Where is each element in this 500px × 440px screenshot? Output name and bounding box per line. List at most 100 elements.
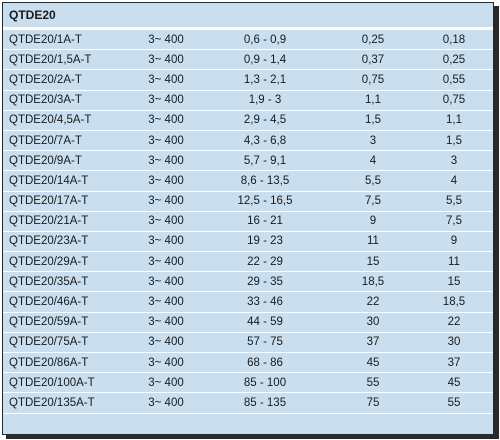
power-alt-cell: 30 bbox=[447, 336, 461, 349]
voltage-cell: 3~ 400 bbox=[148, 195, 184, 208]
voltage-cell: 3~ 400 bbox=[148, 154, 184, 167]
model-cell: QTDE20/35A-T bbox=[9, 275, 89, 288]
table-row: QTDE20/2A-T 3~ 400 1,3 - 2,1 0,75 0,55 bbox=[3, 70, 493, 91]
table-row: QTDE20/17A-T 3~ 400 12,5 - 16,5 7,5 5,5 bbox=[3, 191, 493, 212]
table-row: QTDE20/14A-T 3~ 400 8,6 - 13,5 5,5 4 bbox=[3, 171, 493, 192]
power-cell: 37 bbox=[366, 336, 380, 349]
adjustment-range-cell: 33 - 46 bbox=[247, 296, 283, 309]
adjustment-range-cell: 16 - 21 bbox=[247, 215, 283, 228]
spec-table: QTDE20 QTDE20/1A-T 3~ 400 0,6 - 0,9 0,25 0,1… bbox=[2, 2, 494, 435]
model-cell: QTDE20/21A-T bbox=[9, 215, 89, 228]
power-cell: 0,37 bbox=[361, 53, 385, 66]
adjustment-range-cell: 68 - 86 bbox=[247, 356, 283, 369]
table-row: QTDE20/100A-T 3~ 400 85 - 100 55 45 bbox=[3, 373, 493, 394]
power-alt-cell: 18,5 bbox=[442, 296, 466, 309]
voltage-cell: 3~ 400 bbox=[148, 396, 184, 409]
power-alt-cell: 0,75 bbox=[442, 94, 466, 107]
table-row: QTDE20/1A-T 3~ 400 0,6 - 0,9 0,25 0,18 bbox=[3, 30, 493, 51]
power-cell: 4 bbox=[369, 154, 377, 167]
power-alt-cell: 55 bbox=[447, 396, 461, 409]
model-cell: QTDE20/3A-T bbox=[9, 94, 82, 107]
power-alt-cell: 5,5 bbox=[446, 195, 462, 208]
voltage-cell: 3~ 400 bbox=[148, 94, 184, 107]
model-cell: QTDE20/17A-T bbox=[9, 195, 89, 208]
power-cell: 1,5 bbox=[365, 114, 381, 127]
model-cell: QTDE20/59A-T bbox=[9, 316, 89, 329]
voltage-cell: 3~ 400 bbox=[148, 33, 184, 46]
power-cell: 15 bbox=[366, 255, 380, 268]
power-cell: 22 bbox=[366, 296, 380, 309]
power-alt-cell: 3 bbox=[450, 154, 458, 167]
table-row: QTDE20/21A-T 3~ 400 16 - 21 9 7,5 bbox=[3, 211, 493, 232]
voltage-cell: 3~ 400 bbox=[148, 235, 184, 248]
power-alt-cell: 0,25 bbox=[442, 53, 466, 66]
model-cell: QTDE20/4,5A-T bbox=[9, 114, 92, 127]
model-cell: QTDE20/1A-T bbox=[9, 33, 82, 46]
voltage-cell: 3~ 400 bbox=[148, 215, 184, 228]
adjustment-range-cell: 85 - 100 bbox=[243, 376, 287, 389]
power-alt-cell: 11 bbox=[448, 255, 460, 268]
adjustment-range-cell: 1,3 - 2,1 bbox=[243, 73, 287, 86]
adjustment-range-cell: 1,9 - 3 bbox=[248, 94, 282, 107]
table-row: QTDE20/7A-T 3~ 400 4,3 - 6,8 3 1,5 bbox=[3, 130, 493, 152]
table-body: QTDE20/1A-T 3~ 400 0,6 - 0,9 0,25 0,18 QTDE20… bbox=[3, 30, 493, 414]
adjustment-range-cell: 5,7 - 9,1 bbox=[243, 154, 287, 167]
model-cell: QTDE20/2A-T bbox=[9, 73, 82, 86]
model-cell: QTDE20/7A-T bbox=[9, 134, 82, 147]
power-alt-cell: 1,1 bbox=[446, 114, 462, 127]
voltage-cell: 3~ 400 bbox=[148, 376, 184, 389]
power-alt-cell: 0,18 bbox=[442, 33, 466, 46]
table-row: QTDE20/46A-T 3~ 400 33 - 46 22 18,5 bbox=[3, 292, 493, 313]
table-row: QTDE20/4,5A-T 3~ 400 2,9 - 4,5 1,5 1,1 bbox=[3, 110, 493, 131]
power-cell: 1,1 bbox=[365, 94, 381, 107]
adjustment-range-cell: 0,6 - 0,9 bbox=[243, 33, 287, 46]
adjustment-range-cell: 29 - 35 bbox=[247, 275, 283, 288]
table-row: QTDE20/59A-T 3~ 400 44 - 59 30 22 bbox=[3, 312, 493, 333]
voltage-cell: 3~ 400 bbox=[148, 356, 184, 369]
power-cell: 55 bbox=[366, 376, 380, 389]
adjustment-range-cell: 85 - 135 bbox=[243, 396, 287, 409]
adjustment-range-cell: 8,6 - 13,5 bbox=[240, 174, 290, 187]
table-row: QTDE20/35A-T 3~ 400 29 - 35 18,5 15 bbox=[3, 272, 493, 293]
power-alt-cell: 0,55 bbox=[442, 73, 466, 86]
power-cell: 11 bbox=[367, 235, 379, 248]
model-cell: QTDE20/75A-T bbox=[9, 336, 89, 349]
table-row: QTDE20/135A-T 3~ 400 85 - 135 75 55 bbox=[3, 393, 493, 414]
adjustment-range-cell: 12,5 - 16,5 bbox=[237, 195, 293, 208]
power-alt-cell: 1,5 bbox=[446, 134, 462, 147]
power-cell: 9 bbox=[369, 215, 377, 228]
model-cell: QTDE20/9A-T bbox=[9, 154, 82, 167]
power-cell: 45 bbox=[366, 356, 380, 369]
voltage-cell: 3~ 400 bbox=[148, 53, 184, 66]
table-row: QTDE20/29A-T 3~ 400 22 - 29 15 11 bbox=[3, 252, 493, 273]
power-cell: 3 bbox=[369, 134, 377, 147]
table-row: QTDE20/75A-T 3~ 400 57 - 75 37 30 bbox=[3, 332, 493, 353]
power-alt-cell: 15 bbox=[447, 275, 461, 288]
table-title: QTDE20 bbox=[3, 3, 493, 30]
power-cell: 30 bbox=[366, 316, 380, 329]
model-cell: QTDE20/86A-T bbox=[9, 356, 89, 369]
model-cell: QTDE20/23A-T bbox=[9, 235, 89, 248]
power-cell: 0,75 bbox=[361, 73, 385, 86]
voltage-cell: 3~ 400 bbox=[148, 296, 184, 309]
power-cell: 5,5 bbox=[365, 174, 381, 187]
power-cell: 0,25 bbox=[361, 33, 385, 46]
model-cell: QTDE20/14A-T bbox=[9, 174, 89, 187]
voltage-cell: 3~ 400 bbox=[148, 255, 184, 268]
model-cell: QTDE20/46A-T bbox=[9, 296, 89, 309]
model-cell: QTDE20/1,5A-T bbox=[9, 53, 92, 66]
model-cell: QTDE20/29A-T bbox=[9, 255, 89, 268]
power-cell: 75 bbox=[366, 396, 380, 409]
adjustment-range-cell: 57 - 75 bbox=[247, 336, 283, 349]
voltage-cell: 3~ 400 bbox=[148, 134, 184, 147]
power-alt-cell: 7,5 bbox=[446, 215, 462, 228]
power-alt-cell: 4 bbox=[450, 174, 458, 187]
adjustment-range-cell: 22 - 29 bbox=[247, 255, 283, 268]
power-alt-cell: 37 bbox=[447, 356, 461, 369]
model-cell: QTDE20/135A-T bbox=[9, 396, 95, 409]
table-row: QTDE20/3A-T 3~ 400 1,9 - 3 1,1 0,75 bbox=[3, 90, 493, 111]
model-cell: QTDE20/100A-T bbox=[9, 376, 95, 389]
power-alt-cell: 45 bbox=[447, 376, 461, 389]
voltage-cell: 3~ 400 bbox=[148, 336, 184, 349]
voltage-cell: 3~ 400 bbox=[148, 316, 184, 329]
